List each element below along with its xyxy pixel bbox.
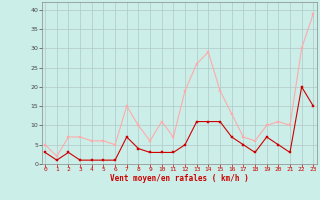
X-axis label: Vent moyen/en rafales ( km/h ): Vent moyen/en rafales ( km/h ) [110, 174, 249, 183]
